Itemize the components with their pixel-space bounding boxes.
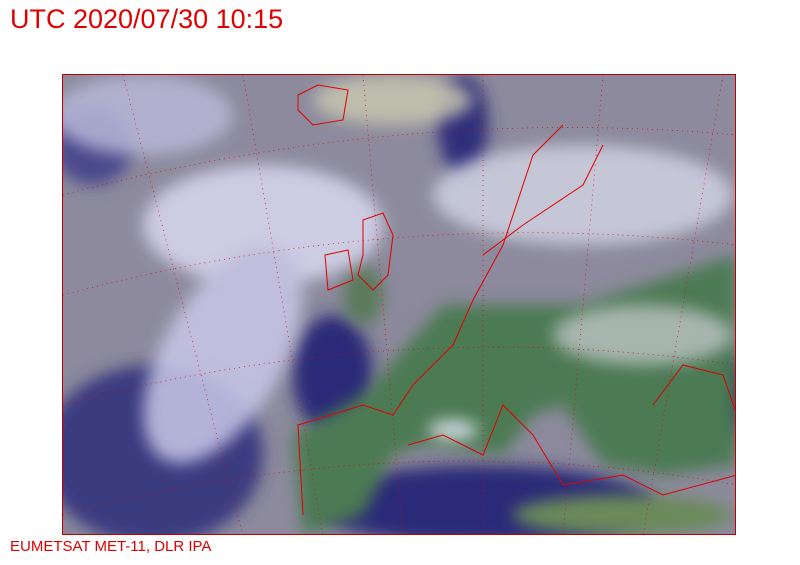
coastline-overlay xyxy=(297,84,735,516)
coastline xyxy=(297,124,604,516)
timestamp-title: UTC 2020/07/30 10:15 xyxy=(10,4,284,34)
satellite-map xyxy=(63,75,735,534)
mediterranean-coast xyxy=(407,404,735,496)
iceland-outline xyxy=(297,84,349,126)
ireland-outline xyxy=(324,249,354,291)
black-sea-coast xyxy=(652,364,735,411)
satellite-image xyxy=(62,74,736,535)
graticule xyxy=(63,75,735,534)
image-credit: EUMETSAT MET-11, DLR IPA xyxy=(10,538,212,555)
britain-outline xyxy=(357,212,394,291)
